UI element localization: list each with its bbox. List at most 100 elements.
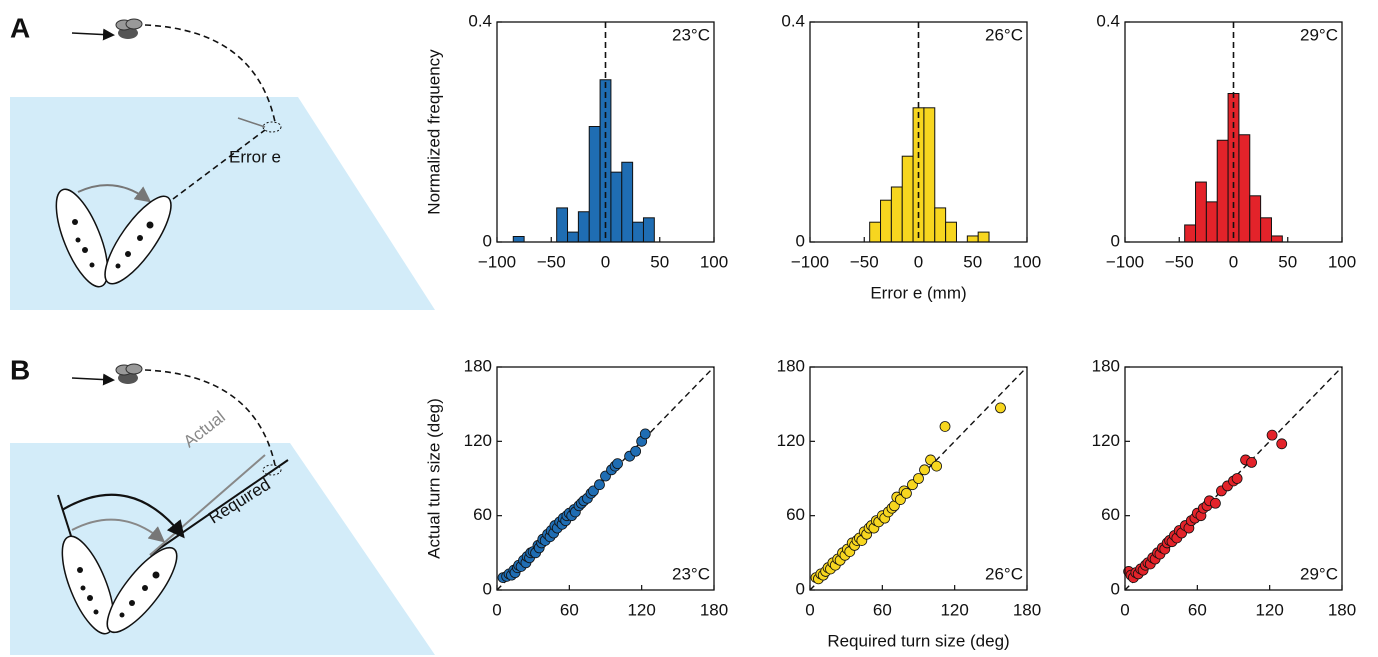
bar [880, 199, 892, 243]
x-tick-label: 0 [492, 600, 501, 619]
y-tick-label: 120 [777, 431, 805, 450]
bar [512, 236, 525, 243]
bar [588, 126, 601, 243]
bar [934, 207, 947, 243]
bar [1249, 195, 1262, 243]
x-tick-label: 60 [560, 600, 579, 619]
point [1266, 429, 1278, 441]
plot-frame [809, 366, 1028, 591]
annotation: 26°C [985, 25, 1023, 44]
x-tick-label: 0 [1229, 252, 1238, 271]
y-tick-label: 60 [786, 505, 805, 524]
point [639, 428, 651, 440]
y-tick-label: 120 [1092, 431, 1120, 450]
x-tick-label: 100 [1013, 252, 1041, 271]
bar [869, 221, 882, 243]
y-tick-label: 180 [464, 356, 492, 375]
bar [1195, 181, 1207, 243]
schematic-a [10, 18, 435, 310]
x-tick-label: 180 [700, 600, 728, 619]
y-tick-label: 0 [1111, 579, 1120, 598]
y-tick-label: 120 [464, 431, 492, 450]
y-tick-label: 0.4 [468, 11, 492, 30]
point [1246, 456, 1257, 468]
x-tick-label: −100 [791, 252, 829, 271]
x-tick-label: 50 [1278, 252, 1297, 271]
plot-frame [496, 366, 715, 591]
y-tick-label: 180 [777, 356, 805, 375]
x-tick-label: −100 [1106, 252, 1144, 271]
bar [642, 217, 655, 243]
x-tick-label: 120 [627, 600, 655, 619]
bar [1205, 201, 1218, 243]
x-tick-label: 60 [1188, 600, 1207, 619]
x-axis-label: Error e (mm) [870, 283, 966, 302]
point [630, 445, 642, 457]
x-tick-label: −50 [850, 252, 879, 271]
x-tick-label: 60 [873, 600, 892, 619]
point [919, 464, 930, 476]
x-tick-label: 50 [963, 252, 982, 271]
bar [945, 221, 957, 243]
y-tick-label: 180 [1092, 356, 1120, 375]
point [939, 421, 951, 432]
y-tick-label: 60 [1101, 505, 1120, 524]
point [1276, 438, 1288, 450]
y-axis-label: Normalized frequency [424, 49, 443, 215]
bar [966, 235, 979, 243]
bar [977, 231, 990, 243]
point [594, 479, 605, 491]
annotation: 23°C [672, 25, 710, 44]
x-tick-label: −50 [537, 252, 566, 271]
y-axis-label: Actual turn size (deg) [424, 398, 443, 559]
y-tick-label: 0.4 [781, 11, 805, 30]
y-tick-label: 0 [483, 579, 492, 598]
point [901, 487, 912, 499]
bar [632, 221, 644, 243]
x-tick-label: 0 [1120, 600, 1129, 619]
annotation: 23°C [672, 564, 710, 583]
bar [556, 207, 569, 243]
x-tick-label: 0 [601, 252, 610, 271]
point [931, 460, 942, 472]
point [612, 458, 623, 470]
x-tick-label: 100 [700, 252, 728, 271]
annotation: 26°C [985, 564, 1023, 583]
annotation: 29°C [1300, 564, 1338, 583]
y-tick-label: 0 [1111, 231, 1120, 250]
bar [567, 231, 579, 243]
x-tick-label: −50 [1165, 252, 1194, 271]
y-tick-label: 0.4 [1096, 11, 1120, 30]
bar [1238, 134, 1251, 243]
bar [1260, 217, 1272, 243]
diagram-label: Error e [229, 147, 281, 166]
point [1210, 497, 1221, 509]
schematic-b: Actual Required [10, 363, 435, 655]
plot-frame [1124, 366, 1343, 591]
point [995, 402, 1006, 414]
y-tick-label: 0 [796, 579, 805, 598]
bar [610, 171, 623, 243]
bar [1270, 235, 1283, 243]
panel-label: B [10, 354, 30, 385]
x-tick-label: 0 [914, 252, 923, 271]
bar [1216, 139, 1229, 243]
bar [890, 186, 903, 243]
x-tick-label: 100 [1328, 252, 1356, 271]
x-axis-label: Required turn size (deg) [827, 631, 1009, 650]
point [913, 473, 924, 484]
plot-frame [1124, 21, 1343, 243]
x-tick-label: 0 [805, 600, 814, 619]
plot-frame [809, 21, 1028, 243]
x-tick-label: 120 [940, 600, 968, 619]
bar [577, 211, 590, 243]
x-tick-label: 120 [1255, 600, 1283, 619]
y-tick-label: 0 [796, 231, 805, 250]
bar [923, 107, 936, 243]
x-tick-label: 180 [1328, 600, 1356, 619]
bar [621, 161, 634, 243]
panel-label: A [10, 12, 30, 43]
x-tick-label: 50 [650, 252, 669, 271]
x-tick-label: −100 [478, 252, 516, 271]
